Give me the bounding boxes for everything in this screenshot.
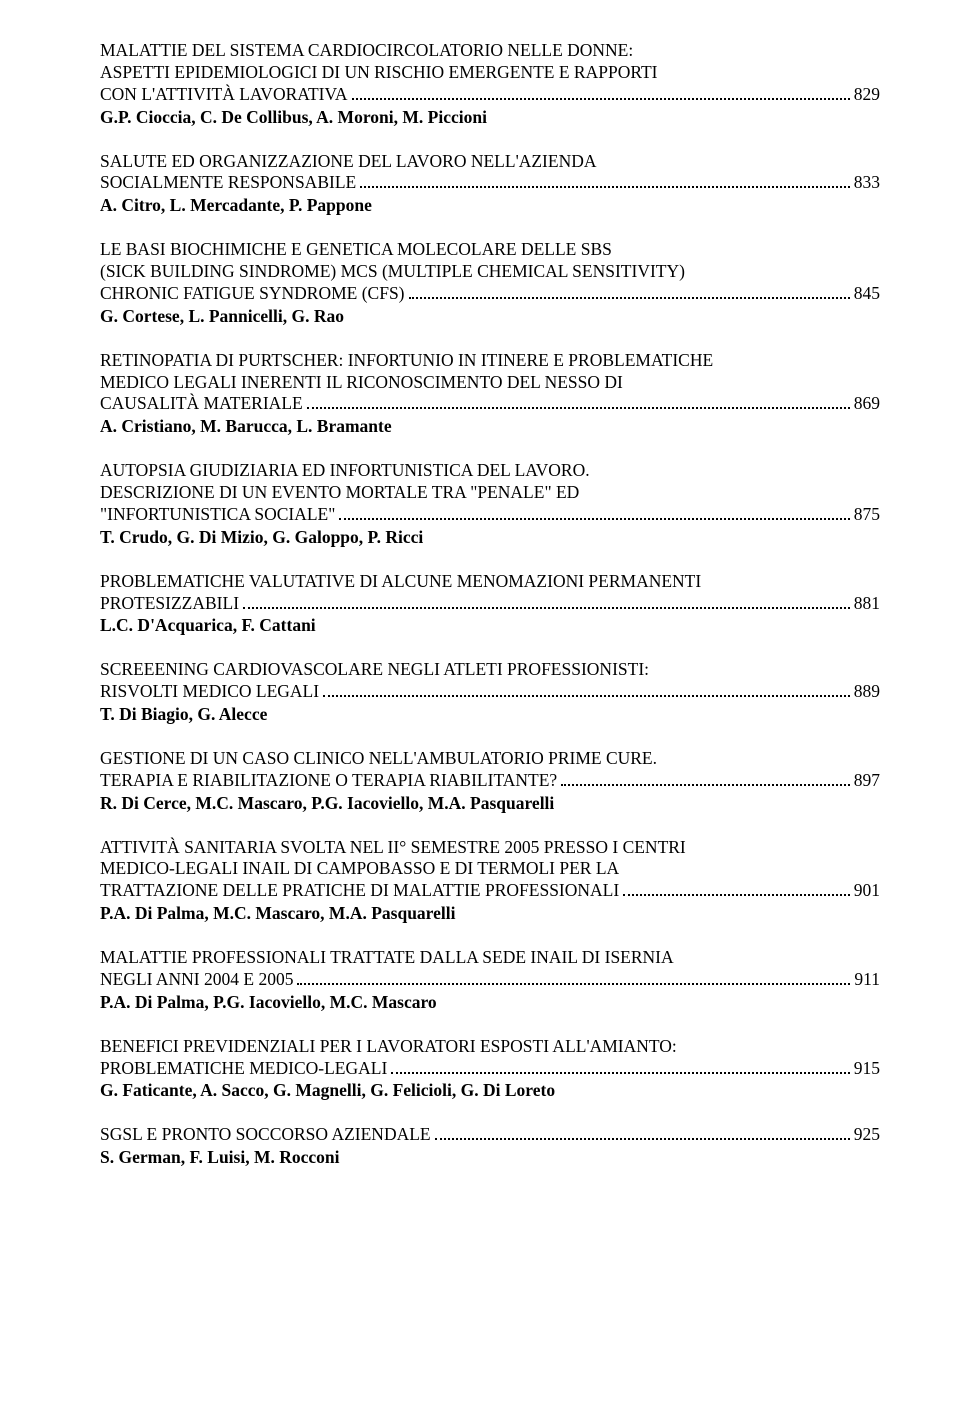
toc-entry: SALUTE ED ORGANIZZAZIONE DEL LAVORO NELL… [100,151,880,218]
table-of-contents: MALATTIE DEL SISTEMA CARDIOCIRCOLATORIO … [100,40,880,1169]
entry-title-line: (SICK BUILDING SINDROME) MCS (MULTIPLE C… [100,261,880,283]
leader-dots [435,1126,850,1140]
entry-page-number: 829 [854,84,880,106]
entry-title-last: PROBLEMATICHE MEDICO-LEGALI [100,1058,387,1080]
entry-title-line: ASPETTI EPIDEMIOLOGICI DI UN RISCHIO EME… [100,62,880,84]
leader-dots [352,85,850,99]
entry-authors: G.P. Cioccia, C. De Collibus, A. Moroni,… [100,107,880,129]
entry-authors: L.C. D'Acquarica, F. Cattani [100,615,880,637]
entry-title-last: NEGLI ANNI 2004 E 2005 [100,969,293,991]
entry-title-last: CAUSALITÀ MATERIALE [100,393,303,415]
entry-authors: G. Faticante, A. Sacco, G. Magnelli, G. … [100,1080,880,1102]
toc-entry: SCREEENING CARDIOVASCOLARE NEGLI ATLETI … [100,659,880,726]
entry-title-row: NEGLI ANNI 2004 E 2005 911 [100,969,880,991]
toc-entry: PROBLEMATICHE VALUTATIVE DI ALCUNE MENOM… [100,571,880,638]
toc-entry: MALATTIE DEL SISTEMA CARDIOCIRCOLATORIO … [100,40,880,129]
entry-title-row: PROBLEMATICHE MEDICO-LEGALI 915 [100,1058,880,1080]
entry-title-line: GESTIONE DI UN CASO CLINICO NELL'AMBULAT… [100,748,880,770]
leader-dots [323,683,850,697]
entry-title-line: AUTOPSIA GIUDIZIARIA ED INFORTUNISTICA D… [100,460,880,482]
entry-title-last: TERAPIA E RIABILITAZIONE O TERAPIA RIABI… [100,770,557,792]
leader-dots [561,771,850,785]
entry-authors: A. Citro, L. Mercadante, P. Pappone [100,195,880,217]
entry-title-row: CAUSALITÀ MATERIALE 869 [100,393,880,415]
entry-page-number: 911 [854,969,880,991]
entry-title-row: TERAPIA E RIABILITAZIONE O TERAPIA RIABI… [100,770,880,792]
entry-page-number: 925 [854,1124,880,1146]
entry-title-row: TRATTAZIONE DELLE PRATICHE DI MALATTIE P… [100,880,880,902]
entry-authors: T. Crudo, G. Di Mizio, G. Galoppo, P. Ri… [100,527,880,549]
entry-page-number: 845 [854,283,880,305]
entry-page-number: 869 [854,393,880,415]
toc-entry: RETINOPATIA DI PURTSCHER: INFORTUNIO IN … [100,350,880,439]
entry-title-last: SOCIALMENTE RESPONSABILE [100,172,356,194]
entry-page-number: 897 [854,770,880,792]
leader-dots [297,970,850,984]
toc-entry: LE BASI BIOCHIMICHE E GENETICA MOLECOLAR… [100,239,880,328]
entry-page-number: 875 [854,504,880,526]
toc-entry: BENEFICI PREVIDENZIALI PER I LAVORATORI … [100,1036,880,1103]
entry-title-last: PROTESIZZABILI [100,593,239,615]
entry-page-number: 915 [854,1058,880,1080]
entry-title-row: PROTESIZZABILI 881 [100,593,880,615]
entry-authors: R. Di Cerce, M.C. Mascaro, P.G. Iacoviel… [100,793,880,815]
entry-title-row: RISVOLTI MEDICO LEGALI 889 [100,681,880,703]
entry-page-number: 833 [854,172,880,194]
entry-authors: P.A. Di Palma, M.C. Mascaro, M.A. Pasqua… [100,903,880,925]
entry-title-last: "INFORTUNISTICA SOCIALE" [100,504,335,526]
entry-title-line: PROBLEMATICHE VALUTATIVE DI ALCUNE MENOM… [100,571,880,593]
entry-page-number: 889 [854,681,880,703]
toc-entry: SGSL E PRONTO SOCCORSO AZIENDALE 925S. Ge… [100,1124,880,1169]
entry-title-row: SOCIALMENTE RESPONSABILE 833 [100,172,880,194]
entry-authors: G. Cortese, L. Pannicelli, G. Rao [100,306,880,328]
toc-entry: MALATTIE PROFESSIONALI TRATTATE DALLA SE… [100,947,880,1014]
entry-title-line: LE BASI BIOCHIMICHE E GENETICA MOLECOLAR… [100,239,880,261]
leader-dots [623,882,850,896]
entry-title-last: CON L'ATTIVITÀ LAVORATIVA [100,84,348,106]
toc-entry: AUTOPSIA GIUDIZIARIA ED INFORTUNISTICA D… [100,460,880,549]
entry-title-line: ATTIVITÀ SANITARIA SVOLTA NEL II° SEMEST… [100,837,880,859]
entry-title-row: "INFORTUNISTICA SOCIALE" 875 [100,504,880,526]
entry-page-number: 881 [854,593,880,615]
entry-title-line: BENEFICI PREVIDENZIALI PER I LAVORATORI … [100,1036,880,1058]
entry-title-line: SALUTE ED ORGANIZZAZIONE DEL LAVORO NELL… [100,151,880,173]
leader-dots [339,505,849,519]
entry-title-line: DESCRIZIONE DI UN EVENTO MORTALE TRA "PE… [100,482,880,504]
entry-page-number: 901 [854,880,880,902]
entry-title-last: RISVOLTI MEDICO LEGALI [100,681,319,703]
entry-title-line: SCREEENING CARDIOVASCOLARE NEGLI ATLETI … [100,659,880,681]
leader-dots [307,395,850,409]
entry-title-last: SGSL E PRONTO SOCCORSO AZIENDALE [100,1124,431,1146]
entry-title-line: MALATTIE DEL SISTEMA CARDIOCIRCOLATORIO … [100,40,880,62]
leader-dots [409,284,850,298]
entry-authors: S. German, F. Luisi, M. Rocconi [100,1147,880,1169]
entry-title-last: TRATTAZIONE DELLE PRATICHE DI MALATTIE P… [100,880,619,902]
leader-dots [360,174,850,188]
entry-authors: T. Di Biagio, G. Alecce [100,704,880,726]
entry-title-row: CHRONIC FATIGUE SYNDROME (CFS) 845 [100,283,880,305]
leader-dots [391,1059,849,1073]
entry-title-line: RETINOPATIA DI PURTSCHER: INFORTUNIO IN … [100,350,880,372]
toc-entry: GESTIONE DI UN CASO CLINICO NELL'AMBULAT… [100,748,880,815]
entry-authors: P.A. Di Palma, P.G. Iacoviello, M.C. Mas… [100,992,880,1014]
entry-title-last: CHRONIC FATIGUE SYNDROME (CFS) [100,283,405,305]
entry-authors: A. Cristiano, M. Barucca, L. Bramante [100,416,880,438]
entry-title-line: MEDICO LEGALI INERENTI IL RICONOSCIMENTO… [100,372,880,394]
toc-entry: ATTIVITÀ SANITARIA SVOLTA NEL II° SEMEST… [100,837,880,926]
leader-dots [243,594,850,608]
entry-title-row: SGSL E PRONTO SOCCORSO AZIENDALE 925 [100,1124,880,1146]
entry-title-line: MALATTIE PROFESSIONALI TRATTATE DALLA SE… [100,947,880,969]
entry-title-row: CON L'ATTIVITÀ LAVORATIVA 829 [100,84,880,106]
entry-title-line: MEDICO-LEGALI INAIL DI CAMPOBASSO E DI T… [100,858,880,880]
